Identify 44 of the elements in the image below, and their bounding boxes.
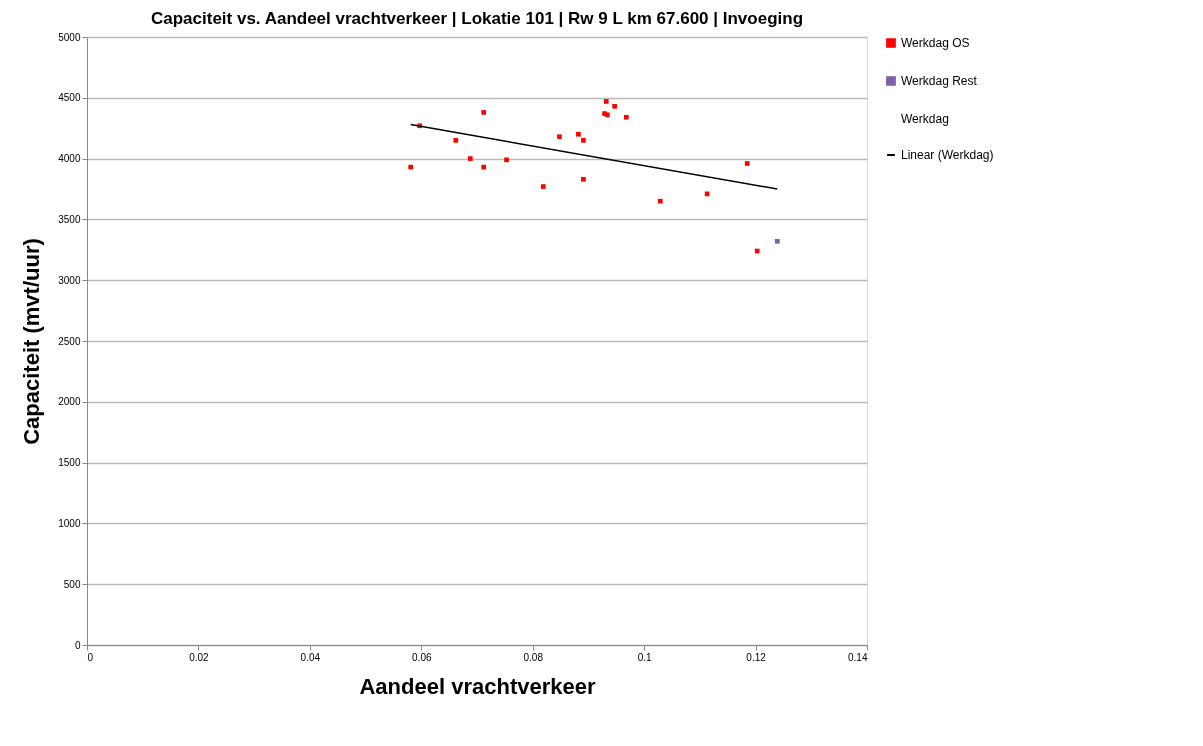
y-tick-label: 4500 — [58, 92, 81, 104]
y-tick-label: 4000 — [58, 153, 81, 165]
point — [774, 238, 780, 244]
x-tick-label: 0.04 — [300, 651, 321, 663]
x-tick-label: 0.12 — [746, 651, 767, 663]
legend-label: Werkdag OS — [901, 36, 970, 50]
point — [657, 198, 663, 204]
x-tick-label: 0.1 — [637, 651, 653, 663]
point — [504, 157, 509, 163]
point — [754, 248, 760, 254]
y-tick-label: 1000 — [58, 517, 81, 529]
x-tick-label: 0.14 — [848, 651, 868, 663]
y-axis-title: Capaciteit (mvt/uur) — [19, 238, 45, 445]
y-tick-label: 3500 — [58, 213, 81, 225]
x-tick-label: 0.02 — [189, 651, 210, 663]
point — [481, 110, 487, 115]
x-tick-label: 0.06 — [412, 651, 432, 663]
x-tick-label: 0 — [87, 651, 94, 663]
legend-label: Linear (Werkdag) — [901, 148, 994, 162]
y-tick-label: 1500 — [58, 457, 81, 469]
point — [408, 164, 414, 170]
point — [467, 156, 473, 161]
point — [603, 99, 609, 104]
point — [744, 161, 750, 166]
text: Werkdag — [901, 112, 949, 126]
chart-title: Capaciteit vs. Aandeel vrachtverkeer | Lokatie 101 | Rw 9 L km 67.600 | Invoeging — [150, 9, 804, 28]
y-tick-label: 0 — [74, 639, 81, 651]
point — [581, 138, 586, 143]
x-axis-title: Aandeel vrachtverkeer — [359, 673, 596, 699]
point — [576, 131, 581, 137]
point — [612, 103, 617, 109]
y-tick-label: 2500 — [58, 335, 81, 347]
y-tick-label: 3000 — [58, 274, 81, 286]
point — [581, 176, 586, 182]
legend-label: Werkdag Rest — [901, 74, 978, 88]
point — [481, 164, 487, 170]
y-tick-label: 5000 — [58, 31, 81, 43]
y-tick-label: 500 — [63, 578, 81, 590]
x-tick-label: 0.08 — [523, 651, 544, 663]
point — [453, 138, 459, 143]
point — [557, 134, 562, 140]
point — [623, 114, 629, 120]
y-tick-label: 2000 — [58, 396, 81, 408]
point — [540, 184, 546, 189]
